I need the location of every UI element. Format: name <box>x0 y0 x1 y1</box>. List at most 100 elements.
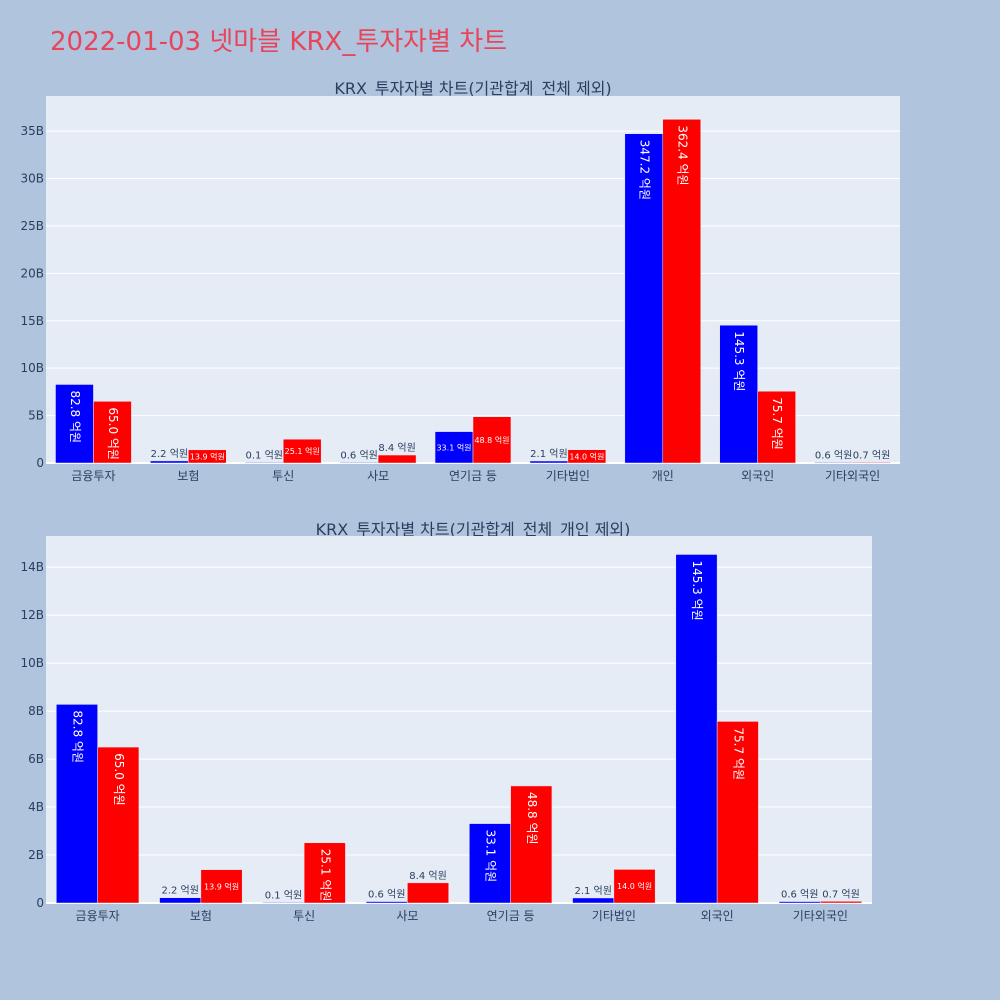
bar-sell[interactable] <box>469 823 511 904</box>
bar-value-label: 25.1 억원 <box>318 849 332 902</box>
x-tick-label: 연기금 등 <box>487 909 535 923</box>
chart-institution-excluded: KRX_투자자별 차트(기관합계_전체 제외) 0 5B 10B 15B 20B 25B 3… <box>20 79 900 483</box>
bar-value-label: 0.7 억원 <box>853 449 890 461</box>
chart-2-title: KRX_투자자별 차트(기관합계_전체_개인 제외) <box>316 520 631 540</box>
bar-buy[interactable] <box>97 746 140 904</box>
bar-sell[interactable] <box>159 897 202 904</box>
bar-sell[interactable] <box>572 897 615 904</box>
y-tick-label: 0 <box>36 896 44 910</box>
bar-buy[interactable] <box>716 721 759 904</box>
y-tick-label: 8B <box>28 704 44 718</box>
bar-value-label: 65.0 억원 <box>106 407 120 460</box>
x-tick-label: 외국인 <box>701 909 734 923</box>
bar-value-label: 48.8 억원 <box>474 435 509 445</box>
chart-1-title: KRX_투자자별 차트(기관합계_전체 제외) <box>334 79 611 99</box>
x-tick-label: 투신 <box>293 909 315 923</box>
bar-sell[interactable] <box>56 704 98 904</box>
bar-buy[interactable] <box>852 462 891 464</box>
bar-sell[interactable] <box>434 431 474 464</box>
bar-value-label: 0.1 억원 <box>246 449 283 461</box>
bar-value-label: 2.2 억원 <box>151 448 188 460</box>
bar-value-label: 13.9 억원 <box>190 451 225 461</box>
x-tick-label: 투신 <box>272 469 294 483</box>
bar-buy[interactable] <box>567 449 607 464</box>
bar-sell[interactable] <box>365 901 408 904</box>
bar-buy[interactable] <box>820 901 862 904</box>
bar-buy[interactable] <box>757 390 796 464</box>
x-tick-label: 기타외국인 <box>793 909 848 923</box>
bar-sell[interactable] <box>245 462 284 464</box>
y-tick-label: 35B <box>20 124 44 138</box>
bar-buy[interactable] <box>407 882 449 904</box>
bar-value-label: 2.1 억원 <box>530 448 567 460</box>
bar-buy[interactable] <box>662 119 701 464</box>
chart-individual-excluded: KRX_투자자별 차트(기관합계_전체_개인 제외) 0 2B 4B 6B 8B 10B 1… <box>20 520 872 923</box>
bar-sell[interactable] <box>814 462 853 464</box>
bar-value-label: 2.2 억원 <box>161 885 198 897</box>
bar-value-label: 145.3 억원 <box>732 331 746 391</box>
bar-value-label: 48.8 억원 <box>525 792 539 845</box>
y-tick-label: 10B <box>20 656 44 670</box>
bar-buy[interactable] <box>188 449 227 464</box>
bar-value-label: 145.3 억원 <box>690 560 704 620</box>
y-tick-label: 20B <box>20 266 44 280</box>
bar-sell[interactable] <box>529 460 569 464</box>
bar-value-label: 362.4 억원 <box>675 125 689 185</box>
bar-value-label: 0.6 억원 <box>815 449 852 461</box>
x-tick-label: 외국인 <box>741 469 774 483</box>
bar-value-label: 347.2 억원 <box>637 140 651 200</box>
bar-value-label: 82.8 억원 <box>70 710 84 763</box>
bar-sell[interactable] <box>55 384 94 464</box>
y-tick-label: 5B <box>28 409 44 423</box>
bar-sell[interactable] <box>675 554 718 904</box>
bar-sell[interactable] <box>624 133 664 464</box>
bar-buy[interactable] <box>93 401 132 464</box>
bar-value-label: 0.1 억원 <box>265 889 302 901</box>
x-tick-label: 개인 <box>652 469 674 483</box>
bar-value-label: 75.7 억원 <box>770 397 784 450</box>
bar-sell[interactable] <box>150 460 189 464</box>
x-tick-label: 보험 <box>177 469 199 483</box>
y-tick-label: 6B <box>28 752 44 766</box>
y-tick-label: 30B <box>20 172 44 186</box>
bar-value-label: 13.9 억원 <box>204 881 239 891</box>
bar-value-label: 0.6 억원 <box>368 889 405 901</box>
y-tick-label: 10B <box>20 361 44 375</box>
bar-sell[interactable] <box>339 462 379 464</box>
bar-value-label: 14.0 억원 <box>569 451 604 461</box>
x-tick-label: 사모 <box>396 909 418 923</box>
bar-sell[interactable] <box>719 324 758 464</box>
y-tick-label: 4B <box>28 800 44 814</box>
bar-buy[interactable] <box>510 785 553 904</box>
y-tick-label: 2B <box>28 848 44 862</box>
bar-value-label: 0.6 억원 <box>340 449 377 461</box>
bar-buy[interactable] <box>282 438 322 464</box>
figure-title: 2022-01-03 넷마블 KRX_투자자별 차트 <box>50 27 507 57</box>
x-tick-label: 사모 <box>367 469 389 483</box>
bar-buy[interactable] <box>200 869 243 904</box>
bar-value-label: 65.0 억원 <box>112 753 126 806</box>
y-tick-label: 12B <box>20 608 44 622</box>
y-tick-label: 25B <box>20 219 44 233</box>
x-tick-label: 보험 <box>190 909 212 923</box>
x-tick-label: 연기금 등 <box>449 469 497 483</box>
bar-sell[interactable] <box>778 901 821 904</box>
bar-value-label: 0.6 억원 <box>781 889 818 901</box>
bar-buy[interactable] <box>303 842 346 904</box>
y-tick-label: 14B <box>20 560 44 574</box>
bar-value-label: 2.1 억원 <box>574 885 611 897</box>
bar-sell[interactable] <box>262 902 305 904</box>
bar-buy[interactable] <box>613 869 656 904</box>
bar-value-label: 33.1 억원 <box>483 830 497 883</box>
bar-buy[interactable] <box>472 416 512 464</box>
x-tick-label: 기타법인 <box>546 469 590 483</box>
y-tick-label: 0 <box>36 456 44 470</box>
y-tick-label: 15B <box>20 314 44 328</box>
bar-value-label: 75.7 억원 <box>731 727 745 780</box>
bar-value-label: 33.1 억원 <box>436 442 471 452</box>
x-tick-label: 기타외국인 <box>825 469 880 483</box>
bar-value-label: 25.1 억원 <box>285 446 320 456</box>
bar-buy[interactable] <box>377 454 417 464</box>
bar-value-label: 14.0 억원 <box>617 881 652 891</box>
bar-value-label: 0.7 억원 <box>822 888 859 900</box>
